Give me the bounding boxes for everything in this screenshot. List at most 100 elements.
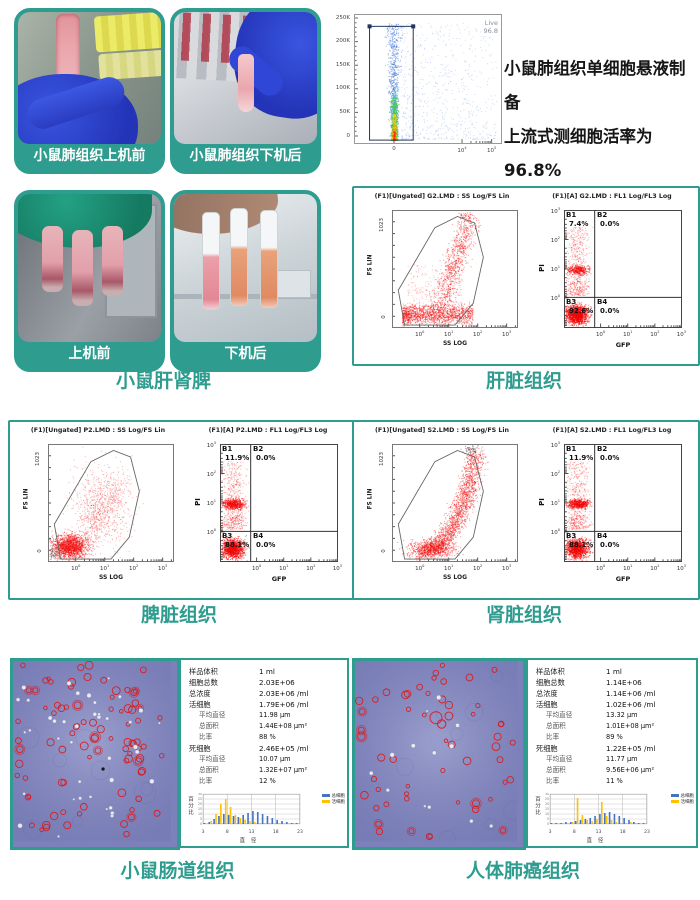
pi-gfp-plot: PI 103 102 101 100 B1 11.9% B2 0.0% B3 88.1… [530, 436, 696, 594]
report-row-value: 1.22E+05 /ml [606, 744, 656, 753]
photo-card-lung-after: 小鼠肺组织下机后 [170, 8, 321, 174]
legend-entry: 活细胞 [321, 800, 345, 806]
report-row-value: 1.79E+06 /ml [259, 700, 309, 709]
x-axis-ticks: 100 101 102 103 [48, 564, 174, 572]
y-axis-min: 0 [36, 549, 43, 553]
legend-entry: 总细胞 [670, 794, 694, 800]
summary-line-2: 上流式测细胞活率为96.8% [504, 127, 653, 180]
log-tick: 103 [206, 440, 216, 449]
photo-card-organs-after: 下机后 [170, 190, 321, 372]
axis-tick: 200K [335, 38, 350, 45]
microscopy-image-lung-cancer [352, 658, 526, 850]
histogram-x-label: 直 径 [586, 838, 606, 844]
log-tick: 100 [415, 564, 425, 572]
log-tick: 100 [71, 564, 81, 572]
quadrant-b2-label: B2 [597, 211, 608, 219]
quadrant-b4-label: B4 [597, 298, 608, 306]
log-tick: 100 [595, 330, 606, 338]
log-tick: 105 [486, 146, 497, 154]
photo-organs-before-machine [18, 194, 161, 342]
log-tick: 102 [550, 469, 560, 478]
fs-ss-canvas [48, 444, 174, 562]
y-axis-ticks: 103 102 101 100 [186, 436, 218, 570]
log-tick: 102 [206, 469, 216, 478]
legend-entry: 活细胞 [670, 800, 694, 806]
axis-tick: 8 [225, 830, 229, 835]
log-tick: 101 [444, 564, 454, 572]
diameter-histogram: 百分比 3 8 13 18 23 直 径 总细胞 活细胞 [532, 791, 694, 844]
viability-x-axis: 0 104 105 [354, 146, 502, 154]
axis-tick: 23 [297, 830, 303, 835]
y-axis-max: 1023 [379, 452, 385, 466]
report-row-value: 89 % [606, 733, 623, 741]
y-axis-max: 1023 [379, 218, 385, 232]
viability-scatter-canvas [354, 14, 502, 144]
log-tick: 103 [502, 330, 512, 338]
legend-label: 总细胞 [331, 794, 346, 799]
sample-tube-shape [202, 212, 220, 310]
photo-label: 上机前 [18, 342, 161, 368]
x-axis-ticks: 100 101 102 103 [392, 330, 518, 338]
report-row-label: 细胞总数 [189, 678, 218, 687]
diameter-histogram: 百分比 3 8 13 18 23 直 径 总细胞 活细胞 [185, 791, 346, 844]
log-tick: 100 [206, 527, 216, 536]
report-row-label: 总面积 [546, 722, 566, 730]
fs-ss-canvas [392, 444, 518, 562]
axis-tick: 3 [548, 830, 552, 835]
legend-entry: 总细胞 [321, 794, 346, 800]
histogram-x-label: 直 径 [239, 838, 259, 844]
log-tick: 103 [332, 564, 343, 572]
microscopy-image-intestine [10, 658, 180, 850]
caption-kidney: 肾脏组织 [485, 604, 562, 626]
log-tick: 101 [623, 330, 633, 338]
report-row-value: 1.32E+07 μm² [259, 766, 308, 774]
log-tick: 102 [473, 330, 483, 338]
histogram-legend: 总细胞 活细胞 [670, 794, 694, 806]
report-row-value: 11.98 μm [259, 711, 291, 719]
report-row: 细胞总数 1.14E+06 [536, 677, 692, 688]
sample-tube-shape [102, 226, 123, 296]
axis-tick: 13 [248, 830, 255, 835]
quadrant-b1-label: B1 [222, 445, 233, 453]
report-row-value: 1.02E+06 /ml [606, 700, 656, 709]
y-axis-max: 1023 [35, 452, 41, 466]
viability-y-axis: 250K 200K 150K 100K 50K 0 [328, 4, 352, 154]
report-row: 总浓度 1.14E+06 /ml [536, 688, 692, 699]
x-axis-label: GFP [615, 575, 631, 583]
x-axis-label: SS LOG [442, 574, 468, 581]
quadrant-b3-percent: 88.1% [225, 541, 250, 549]
report-row-value: 1.44E+08 μm² [259, 722, 308, 730]
log-tick: 101 [206, 499, 216, 507]
report-row-value: 1 ml [259, 667, 275, 676]
fs-ss-canvas [392, 210, 518, 328]
histogram-legend: 总细胞 活细胞 [321, 794, 346, 806]
log-tick: 102 [129, 564, 139, 572]
summary-text: 小鼠肺组织单细胞悬液制备 上流式测细胞活率为96.8% [504, 52, 700, 188]
summary-line-1: 小鼠肺组织单细胞悬液制备 [504, 59, 686, 112]
report-row-label: 比率 [199, 733, 213, 741]
quadrant-b2-percent: 0.0% [600, 220, 620, 228]
report-row-label: 平均直径 [199, 711, 226, 719]
plot-title: (F1)[A] S2.LMD : FL1 Log/FL3 Log [552, 427, 672, 434]
axis-tick: 8 [572, 830, 576, 835]
report-row-value: 2.03E+06 /ml [259, 689, 309, 698]
y-axis-min: 0 [380, 315, 387, 319]
photo-card-lung-before: 小鼠肺组织上机前 [14, 8, 165, 174]
y-axis-label: FS LIN [23, 488, 30, 510]
quadrant-b4-percent: 0.0% [600, 541, 620, 549]
report-rows: 样品体积 1 ml 细胞总数 2.03E+06 总浓度 2.03E+06 /ml 活细胞 1.… [189, 666, 343, 787]
report-row: 平均直径 13.32 μm [536, 710, 692, 721]
quadrant-b2-percent: 0.0% [600, 454, 620, 462]
quadrant-b3-percent: 88.1% [569, 541, 594, 549]
report-row: 比率 88 % [189, 732, 343, 743]
report-row-label: 细胞总数 [536, 678, 565, 687]
legend-swatch [670, 794, 679, 797]
report-row-value: 2.03E+06 [259, 678, 295, 687]
plot-title: (F1)[Ungated] G2.LMD : SS Log/FS Lin [374, 193, 510, 200]
report-row-label: 样品体积 [189, 667, 218, 676]
report-row: 细胞总数 2.03E+06 [189, 677, 343, 688]
report-row-value: 2.46E+05 /ml [259, 744, 309, 753]
histogram-canvas [544, 793, 648, 829]
legend-swatch [321, 794, 330, 797]
log-tick: 102 [306, 564, 316, 572]
